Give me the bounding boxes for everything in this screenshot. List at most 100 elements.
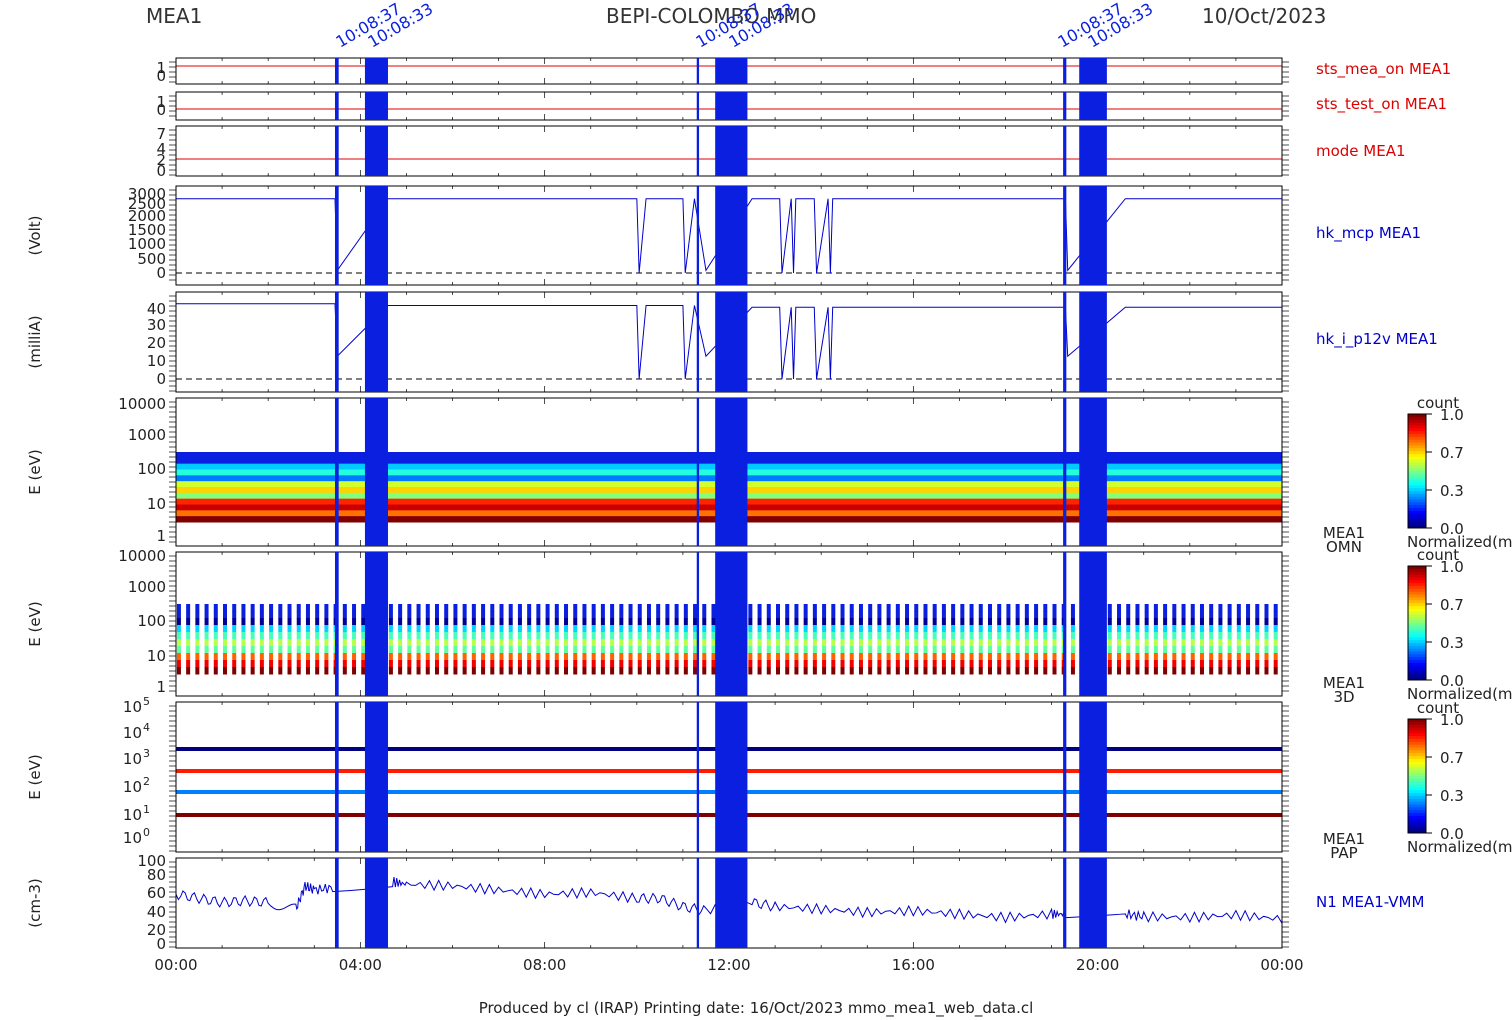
stripe — [858, 604, 863, 675]
stripe — [213, 604, 218, 675]
colorbar-tick: 0.3 — [1440, 787, 1464, 805]
xtick-label: 12:00 — [707, 956, 750, 974]
stripe — [176, 604, 181, 675]
stripe — [794, 604, 799, 675]
colorbar-title: count — [1417, 699, 1459, 717]
stripe — [591, 604, 596, 675]
stripe — [711, 604, 716, 675]
stripe — [840, 604, 845, 675]
xtick-label: 04:00 — [339, 956, 382, 974]
stripe — [1255, 604, 1260, 675]
stripe — [425, 604, 430, 675]
ytick-label: 1500 — [128, 221, 166, 239]
stripe — [1236, 604, 1241, 675]
stripe — [969, 604, 974, 675]
panel-label: MEA1 — [1323, 830, 1365, 848]
ytick-label: 10 — [123, 698, 142, 716]
stripe — [1264, 604, 1269, 675]
stripe — [610, 604, 615, 675]
stripe — [536, 604, 541, 675]
stripe — [748, 604, 753, 675]
stripe — [1190, 604, 1195, 675]
data-gap-5-5 — [1079, 398, 1107, 546]
ytick-label: 10 — [147, 495, 166, 513]
stripe — [702, 604, 707, 675]
data-gap-7-1 — [364, 702, 388, 852]
data-gap-7-0 — [334, 702, 339, 852]
stripe — [1015, 604, 1020, 675]
stripe — [1052, 604, 1057, 675]
data-gap-1-5 — [1079, 92, 1107, 120]
stripe — [241, 604, 246, 675]
stripe — [250, 604, 255, 675]
stripe — [812, 604, 817, 675]
stripe — [674, 604, 679, 675]
data-gap-0-3 — [715, 58, 748, 84]
ytick-label: 40 — [147, 903, 166, 921]
stripe — [822, 604, 827, 675]
data-gap-7-2 — [696, 702, 700, 852]
ytick-label: 2000 — [128, 207, 166, 225]
stripe — [776, 604, 781, 675]
stripe — [462, 604, 467, 675]
series-line — [176, 303, 1282, 380]
stripe — [987, 604, 992, 675]
ytick-label: 100 — [137, 612, 166, 630]
data-gap-0-5 — [1079, 58, 1107, 84]
stripe — [1126, 604, 1131, 675]
stripe — [315, 604, 320, 675]
data-gap-7-3 — [715, 702, 748, 852]
stripe — [1172, 604, 1177, 675]
panel-1: 10 sts_test_on MEA1 — [156, 91, 1447, 121]
ytick-label: 30 — [147, 316, 166, 334]
panel-label: OMN — [1326, 538, 1362, 556]
xtick-label: 16:00 — [892, 956, 935, 974]
ytick-label: 60 — [147, 884, 166, 902]
data-gap-4-4 — [1063, 292, 1067, 392]
data-gap-3-1 — [364, 186, 388, 285]
ytick-label: 0 — [156, 935, 166, 953]
ytick-label: 2 — [156, 151, 166, 169]
stripe — [490, 604, 495, 675]
ytick-label: 0 — [156, 264, 166, 282]
data-gap-1-3 — [715, 92, 748, 120]
colorbar-tick: 0.0 — [1440, 520, 1464, 538]
data-gap-2-4 — [1063, 126, 1067, 176]
data-gap-4-1 — [364, 292, 388, 392]
data-gap-6-5 — [1079, 552, 1107, 696]
ytick-label: 1 — [156, 678, 166, 696]
stripe — [1199, 604, 1204, 675]
stripe — [1006, 604, 1011, 675]
panel-label: hk_mcp MEA1 — [1316, 224, 1421, 243]
stripe — [223, 604, 228, 675]
stripe — [960, 604, 965, 675]
y-axis-label: E (eV) — [26, 754, 44, 799]
stripe — [868, 604, 873, 675]
ytick-label: 10 — [147, 647, 166, 665]
stripe — [757, 604, 762, 675]
data-gap-6-1 — [364, 552, 388, 696]
ytick-label: 1000 — [128, 578, 166, 596]
xtick-label: 20:00 — [1076, 956, 1119, 974]
y-axis-label: (Volt) — [26, 215, 44, 255]
stripe — [186, 604, 191, 675]
data-gap-4-2 — [696, 292, 700, 392]
stripe — [407, 604, 412, 675]
ytick-label: 10 — [123, 829, 142, 847]
stripe — [849, 604, 854, 675]
ytick-label: 4 — [156, 140, 166, 158]
ytick-label: 100 — [137, 460, 166, 478]
stripe — [453, 604, 458, 675]
stripe — [1181, 604, 1186, 675]
stripe — [941, 604, 946, 675]
panel-label: N1 MEA1-VMM — [1316, 893, 1424, 911]
series-line — [176, 198, 1282, 274]
ytick-label: 500 — [137, 250, 166, 268]
data-gap-3-2 — [696, 186, 700, 285]
ytick-label: 10 — [123, 806, 142, 824]
instrument-title: MEA1 — [146, 4, 203, 28]
